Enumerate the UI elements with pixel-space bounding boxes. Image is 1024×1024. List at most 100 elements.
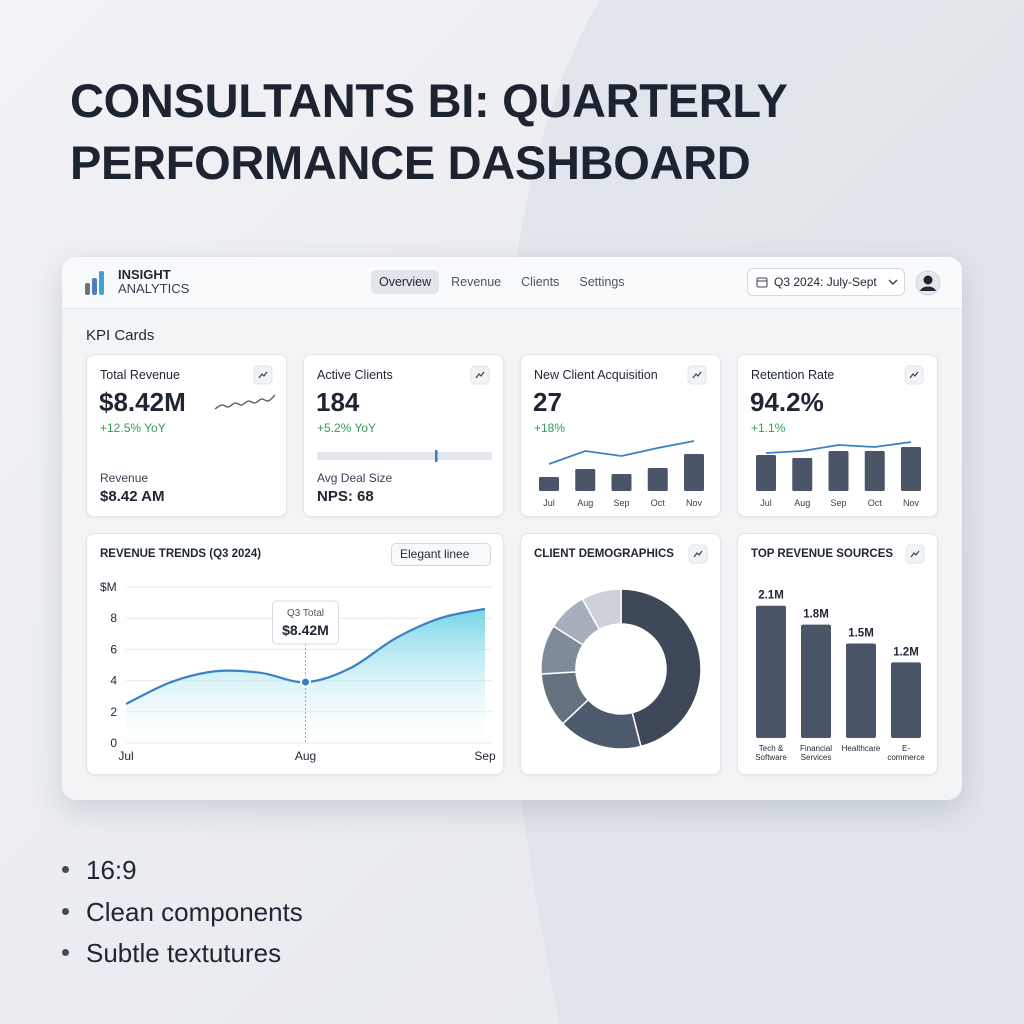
sparkline <box>214 394 276 410</box>
kpi-change: +18% <box>534 421 566 435</box>
bar-value-label: 1.2M <box>893 646 919 658</box>
mini-x-label: Sep <box>830 498 846 508</box>
mini-x-label: Aug <box>794 498 810 508</box>
bullet-item: Clean components <box>62 892 303 934</box>
kpi-value: 27 <box>533 387 562 417</box>
bar <box>801 624 831 738</box>
icon-glyph <box>475 371 485 379</box>
period-label: Q3 2024: July-Sept <box>774 275 877 289</box>
mini-bar <box>575 469 596 491</box>
card-graphics: 0 2 4 6 8 $M Jul Aug Sep Q3 Total $8.42M <box>100 580 496 763</box>
x-tick-label: Aug <box>295 749 316 763</box>
y-tick-label: 0 <box>110 736 117 750</box>
kpi-sub-label: Revenue <box>100 471 149 485</box>
x-tick-label: Sep <box>474 749 496 763</box>
y-tick-label: 6 <box>110 642 117 656</box>
kpi-card: Jul Aug Sep Oct Nov New Client Acquisition 27 +… <box>520 354 721 517</box>
y-tick-label: 8 <box>110 611 117 625</box>
nav-tab[interactable]: Clients <box>521 275 560 289</box>
x-tick-label: Healthcare <box>841 744 881 753</box>
mini-bar <box>864 451 885 491</box>
mini-x-label: Nov <box>686 498 703 508</box>
y-tick-label: $M <box>100 580 117 594</box>
section-label: KPI Cards <box>86 327 155 344</box>
card-graphics: Jul Aug Sep Oct Nov <box>539 365 707 508</box>
bar-value-label: 1.8M <box>803 609 829 621</box>
mini-bar <box>684 454 704 491</box>
kpi-change: +5.2% YoY <box>317 421 377 435</box>
donut-slice <box>620 588 702 748</box>
brand-subtitle: ANALYTICS <box>118 281 190 296</box>
chart-card: CLIENT DEMOGRAPHICS <box>520 533 721 775</box>
kpi-value: 184 <box>316 387 360 417</box>
kpi-card: Total Revenue $8.42M +12.5% YoY Revenue $8.4… <box>86 354 287 517</box>
x-tick-label: Jul <box>118 749 133 763</box>
mini-x-label: Oct <box>868 498 883 508</box>
kpi-card: Jul Aug Sep Oct Nov Retention Rate 94.2% +1.1% <box>737 354 938 517</box>
bar <box>756 605 786 738</box>
calendar-icon <box>756 277 768 288</box>
card-graphics <box>317 365 492 462</box>
page-title: CONSULTANTS BI: QUARTERLY PERFORMANCE DA… <box>70 74 787 189</box>
kpi-sub-value: $8.42 AM <box>100 488 165 505</box>
chart-title: CLIENT DEMOGRAPHICS <box>534 548 674 560</box>
mini-bar <box>828 451 849 491</box>
kpi-card: Active Clients 184 +5.2% YoY Avg Deal Size N… <box>303 354 504 517</box>
icon-glyph <box>258 371 268 379</box>
chevron <box>888 279 898 285</box>
mini-bar <box>901 447 921 491</box>
bar <box>846 643 876 738</box>
mini-x-label: Oct <box>651 498 666 508</box>
mini-bar <box>647 468 668 491</box>
period-picker[interactable]: Q3 2024: July-Sept <box>747 268 905 296</box>
chart-control[interactable]: Elegant linee <box>391 543 491 566</box>
nav-tab[interactable]: Settings <box>579 275 625 289</box>
mini-bar <box>539 477 559 491</box>
highlight-point <box>300 676 311 688</box>
mini-x-label: Jul <box>760 498 772 508</box>
tooltip-box <box>272 600 339 645</box>
icon-glyph <box>909 371 919 379</box>
chart-title: TOP REVENUE SOURCES <box>751 548 894 560</box>
y-tick-label: 2 <box>110 705 117 719</box>
kpi-label: Retention Rate <box>751 368 835 382</box>
chart-title: REVENUE TRENDS (Q3 2024) <box>100 548 262 560</box>
card-graphics: 2.1M 1.8M 1.5M 1.2M <box>756 544 925 738</box>
mini-line <box>765 441 912 454</box>
app-header: INSIGHT ANALYTICS Overview Revenue Clients… <box>62 257 962 309</box>
card-graphics <box>214 365 276 410</box>
chart-card: 2.1M 1.8M 1.5M 1.2M TOP REVENUE SOURCES Tech … <box>737 533 938 775</box>
donut-slice <box>581 588 622 631</box>
bar-value-label: 1.5M <box>848 628 874 640</box>
mini-x-label: Aug <box>577 498 593 508</box>
progress-track <box>317 452 492 460</box>
kpi-change: +1.1% <box>751 421 786 435</box>
kpi-label: Active Clients <box>317 368 393 382</box>
y-tick-label: 4 <box>110 674 117 688</box>
kpi-label: Total Revenue <box>100 368 180 382</box>
mini-bar <box>792 458 813 491</box>
chart-card: 0 2 4 6 8 $M Jul Aug Sep Q3 Total $8.42M REVENUE TR… <box>86 533 504 775</box>
tooltip-value: $8.42M <box>282 622 329 638</box>
avatar[interactable] <box>915 270 941 296</box>
nav-tab[interactable]: Revenue <box>451 275 502 289</box>
mini-line <box>548 440 695 465</box>
nav: Overview Revenue Clients Settings <box>371 270 633 294</box>
card-graphics: Jul Aug Sep Oct Nov <box>756 365 924 508</box>
brand-name: INSIGHT <box>118 267 171 282</box>
kpi-sub-label: Avg Deal Size <box>317 471 393 485</box>
icon-glyph <box>692 371 702 379</box>
icon-glyph <box>693 550 703 558</box>
tooltip-title: Q3 Total <box>287 608 324 619</box>
mini-bar <box>611 474 632 491</box>
bullet-item: 16:9 <box>62 850 303 892</box>
bar-value-label: 2.1M <box>758 590 784 602</box>
x-tick-label: Financial Services <box>799 744 832 762</box>
bar <box>891 662 921 738</box>
x-tick-label: E-commerce <box>887 744 925 762</box>
progress-marker <box>435 450 438 462</box>
nav-tab[interactable]: Overview <box>371 270 440 294</box>
kpi-sub-value: NPS: 68 <box>317 488 374 505</box>
